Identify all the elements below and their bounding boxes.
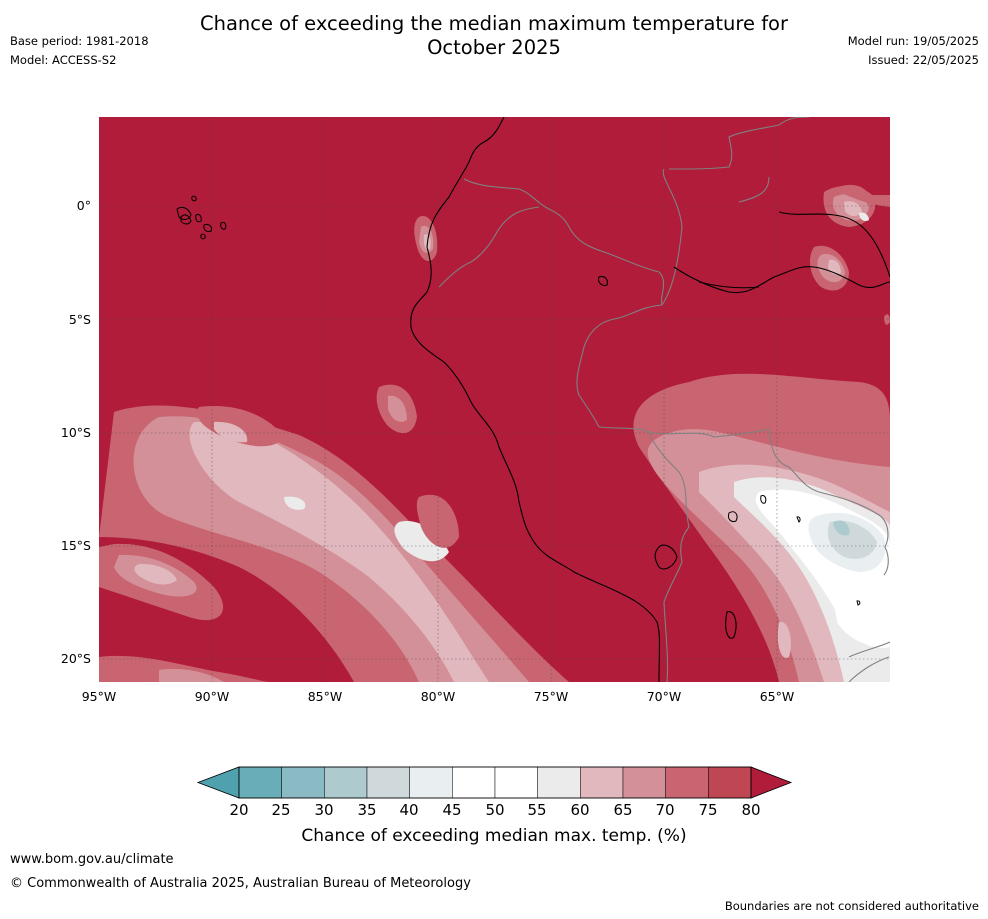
colorbar-title: Chance of exceeding median max. temp. (%… — [301, 826, 687, 846]
lat-label-20s: 20°S — [60, 651, 91, 666]
model-name: Model: ACCESS-S2 — [10, 52, 117, 67]
cbar-tick-65: 65 — [613, 801, 633, 819]
colorbar-cell — [324, 766, 368, 799]
lon-label-75w: 75°W — [533, 689, 569, 704]
colorbar-low-arrow — [196, 766, 240, 799]
coastline — [410, 117, 890, 682]
colorbar-high-arrow — [750, 766, 793, 799]
cbar-tick-50: 50 — [485, 801, 505, 819]
colorbar-cell — [537, 766, 581, 799]
issued-date: Issued: 22/05/2025 — [868, 52, 979, 67]
cbar-tick-75: 75 — [698, 801, 718, 819]
colorbar-cell — [281, 766, 325, 799]
lon-label-65w: 65°W — [759, 689, 795, 704]
title-line-1: Chance of exceeding the median maximum t… — [199, 12, 789, 35]
meta-left: Base period: 1981-2018 Model: ACCESS-S2 — [10, 32, 149, 69]
pacific-contours — [99, 384, 569, 682]
lon-label-95w: 95°W — [81, 689, 117, 704]
colorbar-cell — [580, 766, 624, 799]
lon-label-70w: 70°W — [646, 689, 682, 704]
lon-label-90w: 90°W — [194, 689, 230, 704]
cbar-tick-60: 60 — [570, 801, 590, 819]
lakes — [728, 495, 861, 606]
country-borders — [438, 117, 890, 682]
footer-url: www.bom.gov.au/climate — [10, 852, 174, 867]
colorbar-frame — [238, 766, 752, 799]
colorbar-cell — [366, 766, 410, 799]
lat-label-15s: 15°S — [60, 538, 91, 553]
colorbar-cell — [622, 766, 666, 799]
lat-label-5s: 5°S — [68, 312, 91, 327]
map-title: Chance of exceeding the median maximum t… — [0, 12, 988, 60]
amazon-contours — [414, 184, 890, 325]
colorbar-cell — [708, 766, 752, 799]
colorbar — [196, 766, 793, 799]
cbar-tick-20: 20 — [229, 801, 249, 819]
meta-right: Model run: 19/05/2025 Issued: 22/05/2025 — [848, 32, 979, 69]
cbar-tick-70: 70 — [655, 801, 675, 819]
cbar-tick-55: 55 — [527, 801, 547, 819]
cbar-tick-25: 25 — [271, 801, 291, 819]
galapagos-islands — [176, 195, 227, 240]
title-line-2: October 2025 — [427, 36, 561, 59]
cbar-tick-80: 80 — [741, 801, 761, 819]
colorbar-cell — [409, 766, 453, 799]
colorbar-cell — [665, 766, 709, 799]
colorbar-cell — [238, 766, 282, 799]
cbar-tick-35: 35 — [357, 801, 377, 819]
lat-label-10s: 10°S — [60, 425, 91, 440]
cbar-tick-30: 30 — [314, 801, 334, 819]
colorbar-cell — [494, 766, 538, 799]
lon-label-85w: 85°W — [307, 689, 343, 704]
model-run-date: Model run: 19/05/2025 — [847, 34, 979, 48]
probability-map — [99, 117, 890, 682]
colorbar-cell — [452, 766, 496, 799]
cbar-tick-40: 40 — [399, 801, 419, 819]
lat-label-0: 0° — [76, 198, 91, 213]
lon-label-80w: 80°W — [420, 689, 456, 704]
base-period: Base period: 1981-2018 — [10, 34, 149, 48]
colorbar-cells — [238, 766, 752, 799]
footer-disclaimer: Boundaries are not considered authoritat… — [724, 899, 979, 913]
cbar-tick-45: 45 — [442, 801, 462, 819]
bolivia-contours — [633, 373, 890, 682]
footer-copyright: © Commonwealth of Australia 2025, Austra… — [10, 876, 471, 891]
